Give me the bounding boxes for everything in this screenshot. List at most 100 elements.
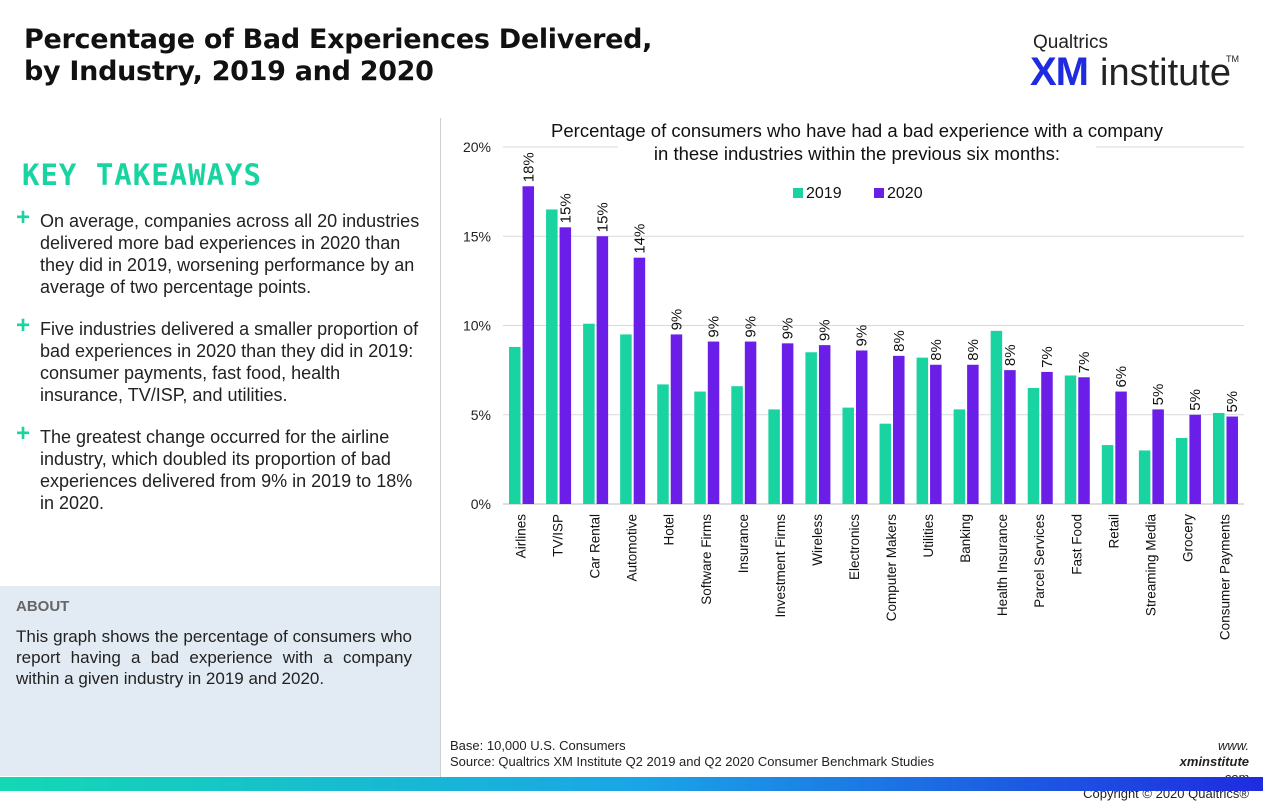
page-title-line-1: Percentage of Bad Experiences Delivered,	[24, 24, 653, 55]
x-tick-label: Fast Food	[1069, 514, 1084, 575]
data-label-2020: 9%	[668, 309, 685, 331]
about-panel: ABOUT This graph shows the percentage of…	[0, 586, 440, 776]
takeaway-item: + On average, companies across all 20 in…	[16, 204, 426, 298]
bar-2019	[842, 407, 854, 504]
data-label-2020: 6%	[1113, 366, 1130, 388]
bar-2019	[916, 357, 929, 504]
data-label-2020: 9%	[706, 316, 723, 338]
plus-icon: +	[16, 204, 31, 231]
footer-source: Source: Qualtrics XM Institute Q2 2019 a…	[450, 754, 935, 769]
footer-notes: Base: 10,000 U.S. Consumers Source: Qual…	[450, 738, 934, 770]
logo-trademark: TM	[1226, 54, 1239, 64]
data-label-2020: 5%	[1224, 391, 1241, 413]
legend-swatch-2020	[874, 188, 884, 198]
x-tick-label: Automotive	[625, 514, 640, 582]
legend-label-2019: 2019	[806, 185, 842, 202]
x-tick-label: Wireless	[810, 514, 825, 566]
logo-xm-text: XM	[1030, 50, 1089, 94]
bar-2019	[583, 323, 595, 504]
bar-2020	[744, 341, 757, 504]
page-title: Percentage of Bad Experiences Delivered,…	[24, 24, 652, 88]
takeaway-item: + Five industries delivered a smaller pr…	[16, 312, 426, 406]
key-takeaways-heading: KEY TAKEAWAYS	[22, 158, 262, 192]
data-label-2020: 9%	[817, 319, 834, 341]
x-tick-label: Airlines	[514, 514, 529, 559]
bar-2020	[1152, 409, 1164, 504]
data-label-2020: 15%	[557, 193, 574, 223]
data-label-2020: 8%	[1002, 344, 1019, 366]
chart-title-backdrop	[540, 119, 1174, 143]
bar-2019	[694, 391, 706, 504]
x-tick-label: Streaming Media	[1143, 514, 1158, 617]
x-tick-label: TV/ISP	[551, 514, 566, 557]
y-tick-label: 10%	[463, 318, 491, 334]
bar-2019	[620, 334, 632, 504]
y-tick-label: 15%	[463, 228, 491, 244]
plus-icon: +	[16, 420, 31, 447]
bar-2019	[1101, 445, 1114, 504]
section-divider	[440, 118, 441, 778]
x-tick-label: Consumer Payments	[1217, 514, 1232, 640]
legend-swatch-2019	[793, 188, 803, 198]
bar-2019	[990, 330, 1003, 504]
bar-2019	[1027, 387, 1040, 504]
x-tick-label: Car Rental	[588, 514, 603, 579]
bar-2020	[596, 236, 609, 504]
bar-chart: 0% 5% 10% 15% 20% Percentage of consumers who…	[463, 119, 1244, 640]
logo-institute-text: institute	[1100, 52, 1231, 94]
bar-2020	[1004, 370, 1016, 504]
bar-2020	[633, 257, 646, 504]
x-tick-label: Health Insurance	[995, 514, 1010, 616]
bar-2019	[657, 384, 669, 504]
x-tick-label: Parcel Services	[1032, 514, 1047, 608]
x-tick-label: Computer Makers	[884, 514, 899, 622]
bar-2020	[967, 364, 979, 504]
logo-qualtrics-text: Qualtrics	[1033, 32, 1108, 53]
bar-2019	[1064, 375, 1077, 504]
footer-base: Base: 10,000 U.S. Consumers	[450, 738, 626, 753]
data-label-2020: 9%	[743, 316, 760, 338]
data-label-2020: 8%	[965, 339, 982, 361]
x-tick-label: Insurance	[736, 514, 751, 573]
data-label-2020: 15%	[594, 202, 611, 232]
plus-icon: +	[16, 312, 31, 339]
y-tick-label: 0%	[471, 496, 491, 512]
bar-2020	[1226, 416, 1238, 504]
about-heading: ABOUT	[16, 598, 70, 615]
bar-2019	[1212, 412, 1225, 504]
bar-2020	[1189, 414, 1201, 504]
chart-title-line: in these industries within the previous …	[654, 143, 1060, 164]
data-label-2020: 9%	[854, 325, 871, 347]
data-label-2020: 14%	[631, 224, 648, 254]
bar-2019	[768, 409, 780, 504]
takeaway-text: The greatest change occurred for the air…	[40, 427, 413, 513]
data-label-2020: 7%	[1076, 352, 1093, 374]
bar-2019	[879, 423, 892, 504]
data-label-2020: 8%	[891, 330, 908, 352]
bar-2020	[855, 350, 868, 504]
y-tick-label: 20%	[463, 139, 491, 155]
bar-2020	[707, 341, 720, 504]
page-title-line-2: by Industry, 2019 and 2020	[24, 56, 434, 87]
bar-2019	[1138, 450, 1151, 504]
data-label-2020: 8%	[928, 339, 945, 361]
data-label-2020: 5%	[1187, 389, 1204, 411]
qualtrics-xm-institute-logo: Qualtrics XM institute TM	[1030, 30, 1250, 100]
bar-2020	[1078, 377, 1090, 504]
x-tick-label: Software Firms	[699, 514, 714, 605]
bar-2020	[930, 364, 942, 504]
bar-2019	[509, 346, 521, 504]
x-tick-label: Grocery	[1180, 514, 1195, 562]
data-label-2020: 7%	[1039, 346, 1056, 368]
x-tick-label: Retail	[1106, 514, 1121, 549]
chart-title-backdrop	[617, 142, 1097, 166]
footer-credits: www.xminstitute.com Copyright © 2020 Qua…	[1083, 738, 1249, 802]
takeaway-text: Five industries delivered a smaller prop…	[40, 319, 419, 405]
takeaway-list: + On average, companies across all 20 in…	[16, 204, 426, 534]
data-label-2020: 5%	[1150, 384, 1167, 406]
bar-2019	[805, 352, 817, 504]
x-tick-label: Investment Firms	[773, 514, 788, 618]
bar-2019	[953, 409, 966, 504]
about-text: This graph shows the percentage of consu…	[16, 627, 412, 688]
bar-2020	[559, 227, 572, 504]
